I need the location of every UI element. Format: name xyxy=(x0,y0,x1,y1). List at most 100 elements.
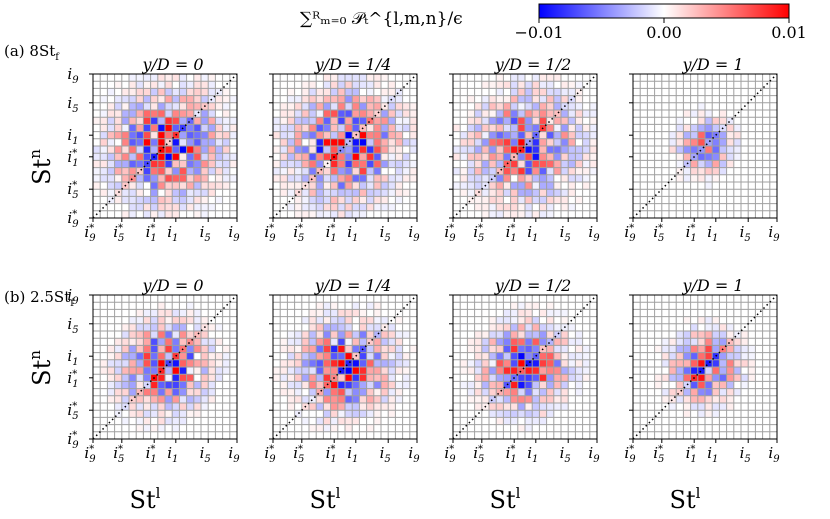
heatmap-cell xyxy=(172,153,180,161)
heatmap-cell xyxy=(337,203,345,211)
heatmap-cell xyxy=(532,81,540,89)
heatmap-cell xyxy=(539,359,547,367)
heatmap-cell xyxy=(474,102,482,110)
heatmap-cell xyxy=(359,81,367,89)
heatmap-cell xyxy=(121,417,129,425)
heatmap-cell xyxy=(489,395,497,403)
heatmap-cell xyxy=(121,338,129,346)
heatmap-cell xyxy=(561,331,569,339)
heatmap-cell xyxy=(280,381,288,389)
heatmap-cell xyxy=(121,352,129,360)
heatmap-cell xyxy=(489,210,497,218)
heatmap-cell xyxy=(489,117,497,125)
heatmap-cell xyxy=(525,203,533,211)
heatmap-cell xyxy=(301,417,309,425)
heatmap-cell xyxy=(366,153,374,161)
heatmap-cell xyxy=(683,359,691,367)
heatmap-cell xyxy=(193,203,201,211)
heatmap-cell xyxy=(366,174,374,182)
heatmap-cell xyxy=(467,124,475,132)
heatmap-cell xyxy=(517,95,525,103)
heatmap-cell xyxy=(395,316,403,324)
heatmap-cell xyxy=(150,403,158,411)
heatmap-cell xyxy=(121,359,129,367)
heatmap-cell xyxy=(179,189,187,197)
heatmap-cell xyxy=(222,352,230,360)
heatmap-cell xyxy=(330,331,338,339)
heatmap-cell xyxy=(489,110,497,118)
heatmap-cell xyxy=(697,395,705,403)
heatmap-cell xyxy=(532,95,540,103)
heatmap-cell xyxy=(532,174,540,182)
heatmap-cell xyxy=(510,189,518,197)
x-tick-label: i* 5 xyxy=(473,444,484,465)
heatmap-cell xyxy=(726,117,734,125)
heatmap-cell xyxy=(316,160,324,168)
heatmap-cell xyxy=(280,374,288,382)
heatmap-cell xyxy=(121,117,129,125)
heatmap-cell xyxy=(323,95,331,103)
heatmap-cell xyxy=(330,146,338,154)
heatmap-cell xyxy=(186,81,194,89)
heatmap-cell xyxy=(208,160,216,168)
heatmap-cell xyxy=(150,189,158,197)
heatmap-cell xyxy=(381,88,389,96)
heatmap-cell xyxy=(150,338,158,346)
heatmap-cell xyxy=(669,374,677,382)
heatmap-cell xyxy=(222,88,230,96)
heatmap-cell xyxy=(345,153,353,161)
heatmap-cell xyxy=(114,395,122,403)
heatmap-cell xyxy=(143,153,151,161)
heatmap-cell xyxy=(280,124,288,132)
heatmap-cell xyxy=(301,338,309,346)
heatmap-cell xyxy=(150,352,158,360)
heatmap-cell xyxy=(301,167,309,175)
heatmap-cell xyxy=(330,338,338,346)
heatmap-cell xyxy=(366,196,374,204)
heatmap-cell xyxy=(93,146,101,154)
heatmap-cell xyxy=(352,81,360,89)
heatmap-cell xyxy=(453,124,461,132)
heatmap-cell xyxy=(503,81,511,89)
heatmap-cell xyxy=(143,146,151,154)
heatmap-cell xyxy=(496,124,504,132)
heatmap-cell xyxy=(532,410,540,418)
heatmap-cell xyxy=(301,316,309,324)
heatmap-cell xyxy=(323,88,331,96)
heatmap-cell xyxy=(705,117,713,125)
heatmap-cell xyxy=(553,153,561,161)
heatmap-cell xyxy=(215,323,223,331)
heatmap-cell xyxy=(589,110,597,118)
heatmap-cell xyxy=(388,189,396,197)
x-tick-label: i9 xyxy=(768,223,780,244)
heatmap-cell xyxy=(172,95,180,103)
heatmap-cell xyxy=(719,138,727,146)
heatmap-cell xyxy=(273,124,281,132)
heatmap-cell xyxy=(114,367,122,375)
heatmap-cell xyxy=(222,117,230,125)
heatmap-cell xyxy=(381,331,389,339)
heatmap-cell xyxy=(129,117,137,125)
heatmap-cell xyxy=(172,395,180,403)
heatmap-cell xyxy=(222,182,230,190)
heatmap-cell xyxy=(474,167,482,175)
heatmap-cell xyxy=(287,331,295,339)
heatmap-cell xyxy=(683,381,691,389)
x-tick-label: i* 5 xyxy=(113,223,124,244)
heatmap-cell xyxy=(575,117,583,125)
y-axis-label-b: Stn xyxy=(26,350,56,386)
heatmap-cell xyxy=(373,131,381,139)
heatmap-cell xyxy=(525,81,533,89)
heatmap-cell xyxy=(107,345,115,353)
x-tick-label: i* 9 xyxy=(444,223,456,244)
heatmap-cell xyxy=(352,153,360,161)
heatmap-cell xyxy=(352,102,360,110)
heatmap-cell xyxy=(532,153,540,161)
x-tick-label: i1 xyxy=(347,444,358,465)
heatmap-cell xyxy=(712,174,720,182)
heatmap-cell xyxy=(273,160,281,168)
heatmap-cell xyxy=(726,323,734,331)
heatmap-cell xyxy=(568,138,576,146)
heatmap-cell xyxy=(525,359,533,367)
heatmap-cell xyxy=(201,316,209,324)
